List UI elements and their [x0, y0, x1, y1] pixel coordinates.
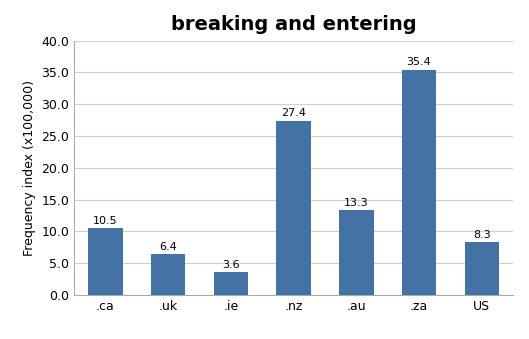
Bar — [276, 121, 311, 295]
Title: breaking and entering: breaking and entering — [171, 15, 416, 34]
Bar — [464, 242, 499, 295]
Bar — [151, 254, 185, 295]
Text: 35.4: 35.4 — [407, 57, 432, 67]
Text: 6.4: 6.4 — [159, 242, 177, 252]
Y-axis label: Frequency index (x100,000): Frequency index (x100,000) — [23, 80, 36, 256]
Bar — [339, 211, 373, 295]
Text: 13.3: 13.3 — [344, 198, 369, 208]
Bar — [214, 272, 248, 295]
Text: 8.3: 8.3 — [473, 230, 490, 240]
Bar — [402, 70, 436, 295]
Bar — [88, 228, 123, 295]
Text: 10.5: 10.5 — [93, 216, 118, 226]
Text: 3.6: 3.6 — [222, 260, 240, 270]
Text: 27.4: 27.4 — [281, 108, 306, 118]
